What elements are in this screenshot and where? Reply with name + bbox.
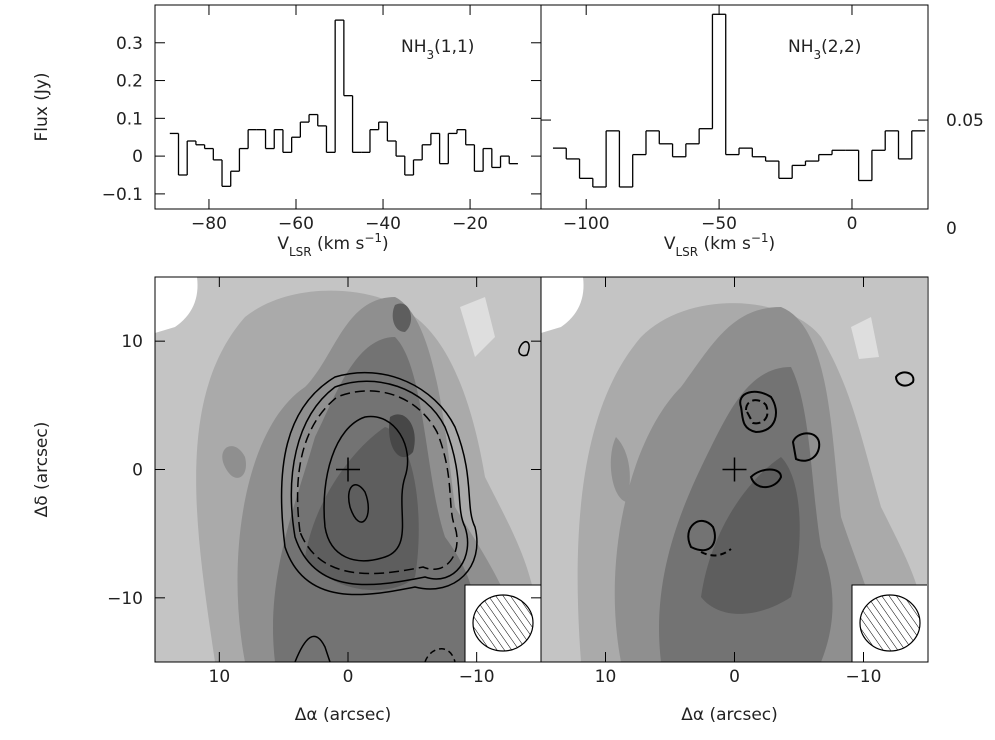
panel-frame (155, 5, 541, 209)
x-tick-label: 10 (209, 667, 231, 687)
label-part: NH (401, 37, 427, 57)
x-axis-label: VLSR (km s−1) (664, 231, 775, 259)
x-tick-label: −10 (846, 667, 882, 687)
x-tick-label: 10 (595, 667, 617, 687)
y-axis-label: Δδ (arcsec) (32, 422, 52, 518)
label-part: V (277, 234, 289, 254)
y-tick-label: 0 (132, 147, 143, 167)
y-tick-label: 0.3 (116, 34, 143, 54)
label-part: (1,1) (434, 37, 474, 57)
page: NH3(1,1)VLSR (km s−1)Flux (Jy)−80−60−40−… (0, 0, 995, 740)
y-tick-label: −10 (107, 589, 143, 609)
line-annotation: NH3(2,2) (788, 37, 861, 62)
y-tick-label: 10 (121, 332, 143, 352)
label-part: (km s (312, 234, 365, 254)
line-annotation: NH3(1,1) (401, 37, 474, 62)
y-tick-label: −0.1 (102, 185, 143, 205)
label-part: (km s (698, 234, 751, 254)
label-part: (2,2) (821, 37, 861, 57)
x-tick-label: −40 (365, 214, 401, 234)
label-part: NH (788, 37, 814, 57)
y-axis-label: Flux (Jy) (32, 72, 52, 141)
y-tick-label: 0.05 (946, 111, 984, 131)
x-tick-label: 0 (729, 667, 740, 687)
x-tick-label: −20 (452, 214, 488, 234)
y-tick-label: 0.1 (116, 109, 143, 129)
label-part: 3 (814, 48, 822, 62)
y-tick-label: 0 (946, 219, 957, 239)
y-tick-label: 0.2 (116, 72, 143, 92)
x-axis-label: VLSR (km s−1) (277, 231, 388, 259)
label-part: 3 (427, 48, 435, 62)
label-part: LSR (289, 245, 312, 259)
label-part: ) (769, 234, 776, 254)
label-part: LSR (675, 245, 698, 259)
x-tick-label: −100 (563, 214, 610, 234)
x-tick-label: −50 (701, 214, 737, 234)
x-tick-label: −10 (459, 667, 495, 687)
x-tick-label: −80 (191, 214, 227, 234)
label-part: V (664, 234, 676, 254)
x-tick-label: 0 (847, 214, 858, 234)
x-axis-label: Δα (arcsec) (681, 705, 778, 725)
x-tick-label: −60 (278, 214, 314, 234)
label-part: ) (382, 234, 389, 254)
label-part: −1 (751, 231, 769, 245)
figure: NH3(1,1)VLSR (km s−1)Flux (Jy)−80−60−40−… (0, 0, 995, 736)
x-tick-label: 0 (343, 667, 354, 687)
y-tick-label: 0 (132, 461, 143, 481)
panel-frame (541, 5, 928, 209)
x-axis-label: Δα (arcsec) (295, 705, 392, 725)
